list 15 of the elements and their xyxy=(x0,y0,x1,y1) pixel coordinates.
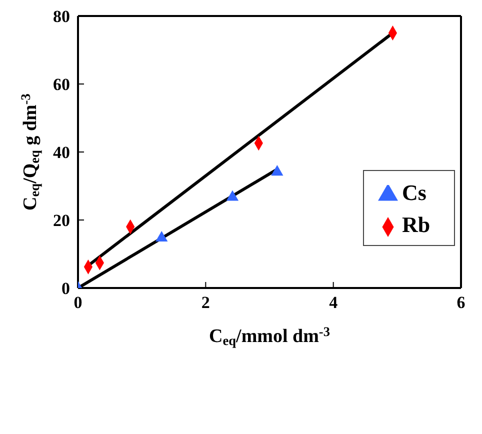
point xyxy=(156,231,168,242)
point xyxy=(226,190,239,201)
y-tick-label: 20 xyxy=(53,211,70,230)
x-tick-label: 6 xyxy=(456,293,466,312)
y-tick-label: 80 xyxy=(53,7,70,26)
legend-label: Rb xyxy=(402,212,430,237)
y-tick-label: 0 xyxy=(62,279,70,298)
legend-label: Cs xyxy=(402,180,426,205)
x-tick-label: 2 xyxy=(201,293,210,312)
point xyxy=(271,165,284,176)
y-tick-label: 40 xyxy=(53,143,70,162)
x-tick-label: 0 xyxy=(74,293,82,312)
x-tick-label: 4 xyxy=(329,293,338,312)
x-axis-title: C$_{eq}$/mmol dm$^{-3}$ xyxy=(209,324,330,348)
y-tick-label: 60 xyxy=(53,75,70,94)
